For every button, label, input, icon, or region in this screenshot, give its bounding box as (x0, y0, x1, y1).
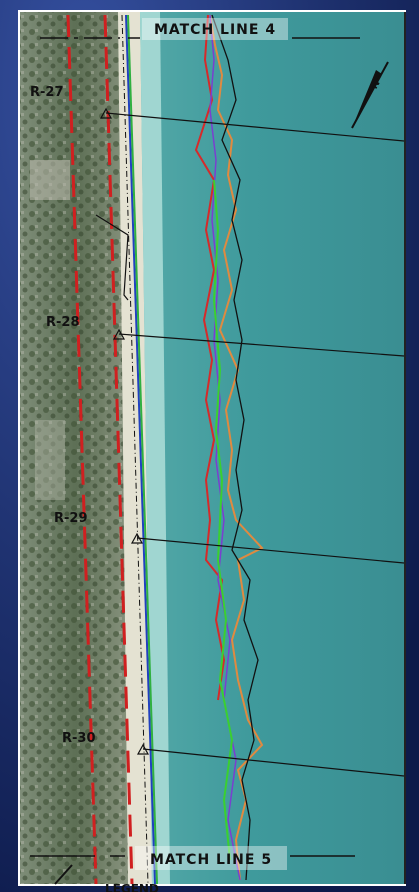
top-match-line: MATCH LINE 4 (154, 22, 276, 38)
transect-label: R-30 (62, 731, 96, 746)
transect-label: R-29 (54, 511, 88, 526)
transect-label: R-28 (46, 315, 80, 330)
legend-title: LEGEND (105, 882, 159, 892)
map: MATCH LINE 4 MATCH LINE 5 N R-27 R-28 R-… (0, 0, 419, 892)
page: {"header": {"top_match_line": "MATCH LIN… (0, 0, 419, 892)
transect-label: R-27 (30, 85, 64, 100)
bottom-match-line: MATCH LINE 5 (150, 852, 272, 868)
